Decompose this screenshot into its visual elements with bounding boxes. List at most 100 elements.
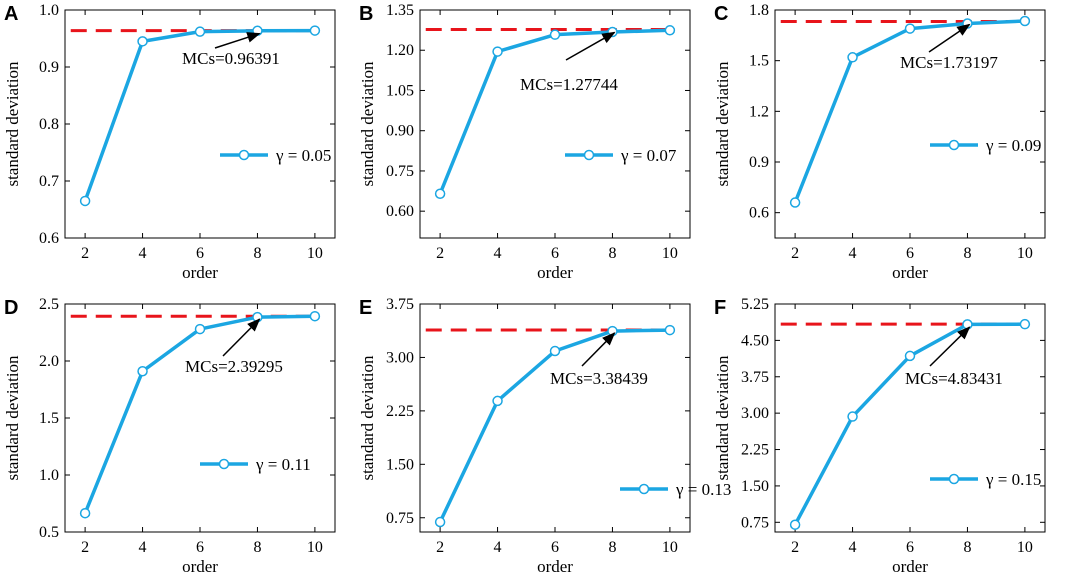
data-point bbox=[664, 324, 676, 336]
y-tick-label: 0.7 bbox=[39, 173, 59, 190]
series-line bbox=[438, 28, 670, 195]
y-tick-label: 1.50 bbox=[386, 456, 414, 473]
y-tick-label: 0.6 bbox=[749, 205, 769, 222]
data-point bbox=[309, 25, 321, 36]
panel-d: 2 4 6 8 10 0.5 1.0 1.5 2.0 2.5 order standard devia… bbox=[3, 296, 336, 576]
y-tick-label: 0.5 bbox=[39, 524, 59, 541]
data-point bbox=[549, 29, 561, 40]
y-axis-label: standard deviation bbox=[3, 355, 22, 481]
y-tick-label: 3.00 bbox=[741, 405, 769, 422]
data-point bbox=[847, 411, 858, 422]
x-tick-label: 10 bbox=[307, 539, 323, 556]
y-tick-label: 5.25 bbox=[741, 296, 769, 313]
panel-label: B bbox=[359, 3, 373, 25]
y-tick-label: 1.2 bbox=[749, 103, 769, 120]
panel-label: D bbox=[4, 297, 18, 319]
x-tick-label: 2 bbox=[791, 539, 799, 556]
legend-label: γ = 0.07 bbox=[620, 146, 677, 165]
x-tick-label: 2 bbox=[436, 539, 444, 556]
y-tick-label: 2.0 bbox=[39, 353, 59, 370]
legend-marker bbox=[948, 473, 960, 485]
y-tick-label: 0.75 bbox=[386, 163, 414, 180]
x-tick-label: 8 bbox=[963, 539, 971, 556]
legend-label: γ = 0.13 bbox=[675, 480, 731, 499]
legend-marker bbox=[948, 139, 960, 151]
data-point bbox=[847, 52, 858, 63]
annotation-arrow bbox=[581, 332, 616, 367]
data-point bbox=[79, 507, 91, 519]
panel-label: E bbox=[359, 297, 372, 319]
data-point bbox=[434, 188, 446, 199]
data-point bbox=[789, 197, 801, 208]
legend-marker bbox=[218, 458, 230, 470]
y-tick-label: 1.20 bbox=[386, 42, 414, 59]
data-point bbox=[789, 519, 801, 530]
x-tick-label: 6 bbox=[196, 245, 204, 262]
legend-label: γ = 0.15 bbox=[985, 470, 1041, 489]
data-point bbox=[1019, 15, 1031, 27]
y-tick-label: 3.00 bbox=[386, 349, 414, 366]
x-tick-label: 2 bbox=[81, 539, 89, 556]
annotation-arrow bbox=[222, 318, 261, 357]
data-point bbox=[492, 395, 503, 407]
legend-marker bbox=[583, 149, 595, 161]
annotation-text: MCs=1.27744 bbox=[520, 75, 618, 94]
y-tick-label: 1.0 bbox=[39, 467, 59, 484]
panel-label: C bbox=[714, 3, 728, 25]
x-tick-label: 6 bbox=[906, 539, 914, 556]
data-point bbox=[1019, 318, 1031, 330]
annotation-text: MCs=0.96391 bbox=[182, 49, 280, 68]
y-tick-label: 1.8 bbox=[749, 2, 769, 19]
x-tick-label: 4 bbox=[494, 539, 502, 556]
y-tick-label: 0.8 bbox=[39, 116, 59, 133]
y-tick-label: 0.90 bbox=[386, 123, 414, 140]
legend-marker bbox=[638, 483, 650, 495]
annotation-arrow bbox=[929, 326, 971, 367]
y-tick-label: 0.75 bbox=[741, 514, 769, 531]
legend-label: γ = 0.11 bbox=[255, 455, 311, 474]
x-tick-label: 6 bbox=[551, 539, 559, 556]
annotation-text: MCs=1.73197 bbox=[900, 53, 998, 72]
legend-label: γ = 0.09 bbox=[985, 136, 1041, 155]
x-axis-label: order bbox=[892, 557, 928, 576]
y-axis-label: standard deviation bbox=[713, 61, 732, 187]
x-tick-label: 10 bbox=[662, 539, 678, 556]
x-axis-label: order bbox=[182, 557, 218, 576]
x-tick-label: 10 bbox=[1017, 245, 1033, 262]
x-axis-label: order bbox=[537, 263, 573, 282]
y-tick-label: 0.6 bbox=[39, 230, 59, 247]
x-tick-label: 6 bbox=[906, 245, 914, 262]
x-tick-label: 4 bbox=[139, 245, 147, 262]
y-tick-label: 4.50 bbox=[741, 332, 769, 349]
data-point bbox=[309, 310, 321, 322]
data-point bbox=[962, 319, 973, 330]
legend-marker bbox=[238, 149, 250, 161]
data-point bbox=[664, 25, 676, 36]
panel-label: A bbox=[4, 3, 18, 25]
x-tick-label: 2 bbox=[81, 245, 89, 262]
x-axis-label: order bbox=[537, 557, 573, 576]
data-point bbox=[492, 46, 503, 57]
data-point bbox=[904, 350, 916, 362]
panel-label: F bbox=[714, 297, 726, 319]
annotation-arrow bbox=[214, 32, 261, 49]
plot-frame bbox=[419, 9, 691, 239]
x-tick-label: 10 bbox=[1017, 539, 1033, 556]
x-tick-label: 4 bbox=[849, 245, 857, 262]
data-point bbox=[904, 23, 916, 34]
panel-c: 2 4 6 8 10 0.6 0.9 1.2 1.5 1.8 order standard devia… bbox=[713, 2, 1046, 282]
annotation-text: MCs=4.83431 bbox=[905, 369, 1003, 388]
y-axis-label: standard deviation bbox=[358, 61, 377, 187]
series-line bbox=[438, 328, 670, 523]
plot-frame bbox=[64, 9, 336, 239]
x-tick-label: 6 bbox=[196, 539, 204, 556]
y-tick-label: 2.25 bbox=[386, 403, 414, 420]
y-tick-label: 1.50 bbox=[741, 478, 769, 495]
series-line bbox=[793, 19, 1025, 204]
x-axis-label: order bbox=[182, 263, 218, 282]
y-axis-label: standard deviation bbox=[358, 355, 377, 481]
annotation-arrow bbox=[565, 31, 616, 61]
annotation-arrow bbox=[928, 23, 971, 53]
y-tick-label: 3.75 bbox=[741, 369, 769, 386]
x-tick-label: 8 bbox=[963, 245, 971, 262]
